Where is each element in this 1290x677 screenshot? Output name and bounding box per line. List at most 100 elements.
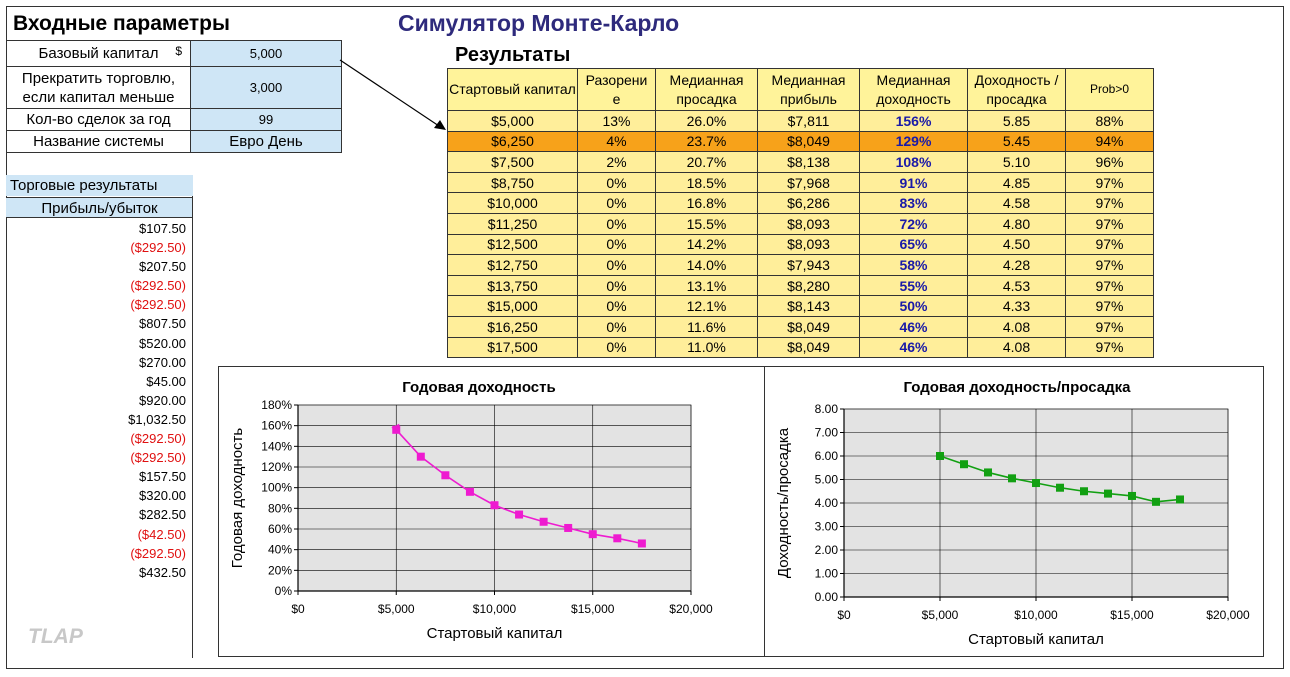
trade-result-item: $520.00 [139,335,186,351]
trade-result-item: $207.50 [139,259,186,275]
results-cell: 4.28 [967,254,1066,276]
results-cell: 0% [577,233,656,256]
chart-title: Годовая доходность/просадка [904,379,1132,396]
data-point [960,460,968,469]
results-cell: 15.5% [655,212,758,235]
results-cell: 94% [1065,130,1154,153]
results-cell: $11,250 [447,212,578,235]
results-cell: $16,250 [447,315,578,338]
x-axis-label: Стартовый капитал [427,625,563,642]
results-cell: $7,968 [757,171,860,194]
results-row[interactable]: $7,500 2% 20.7% $8,138 108% 5.10 96% [447,151,1154,173]
data-point [1176,495,1184,504]
results-cell: 0% [577,274,656,297]
results-row[interactable]: $15,000 0% 12.1% $8,143 50% 4.33 97% [447,295,1154,317]
trade-result-item: ($292.50) [130,450,186,466]
window-frame [6,6,1284,669]
y-tick-label: 20% [268,563,292,577]
results-row[interactable]: $17,500 0% 11.0% $8,049 46% 4.08 97% [447,336,1154,359]
header-median-drawdown: Медианная просадка [655,68,758,111]
results-cell: 46% [859,315,968,338]
input-label-system-name: Название системы [6,130,191,153]
y-tick-label: 0.00 [815,590,839,604]
trades-divider [192,196,193,658]
results-cell: 0% [577,192,656,214]
results-row[interactable]: $5,000 13% 26.0% $7,811 156% 5.85 88% [447,110,1154,132]
trade-result-item: ($292.50) [130,545,186,561]
inputs-title: Входные параметры [13,12,230,35]
results-cell: 0% [577,171,656,194]
trade-result-item: $270.00 [139,354,186,370]
results-cell: $8,093 [757,233,860,256]
results-row[interactable]: $11,250 0% 15.5% $8,093 72% 4.80 97% [447,212,1154,235]
data-point [1104,489,1112,498]
trade-result-item: $282.50 [139,507,186,523]
results-cell: 11.0% [655,336,758,359]
y-tick-label: 3.00 [815,520,839,534]
trades-per-year-input[interactable]: 99 [190,108,342,131]
x-tick-label: $0 [837,608,851,622]
results-cell: 65% [859,233,968,256]
x-tick-label: $0 [291,602,305,616]
data-point [613,534,622,543]
results-cell: 18.5% [655,171,758,194]
results-cell: 14.0% [655,254,758,276]
trade-result-item: $432.50 [139,564,186,580]
results-cell: $8,049 [757,315,860,338]
results-cell: 4.08 [967,315,1066,338]
results-row[interactable]: $16,250 0% 11.6% $8,049 46% 4.08 97% [447,315,1154,338]
base-capital-input[interactable]: 5,000 [190,40,342,67]
results-row[interactable]: $12,750 0% 14.0% $7,943 58% 4.28 97% [447,254,1154,276]
results-cell: 0% [577,295,656,317]
results-row[interactable]: $10,000 0% 16.8% $6,286 83% 4.58 97% [447,192,1154,214]
results-cell: 4.85 [967,171,1066,194]
results-cell: $15,000 [447,295,578,317]
trade-result-item: $45.00 [146,373,186,389]
results-cell: 4.33 [967,295,1066,317]
y-tick-label: 140% [261,439,292,453]
stop-trading-input[interactable]: 3,000 [190,66,342,109]
results-cell: 97% [1065,171,1154,194]
data-point [984,468,992,477]
results-cell: 23.7% [655,130,758,153]
trades-header: Прибыль/убыток [6,197,193,218]
results-cell: $12,500 [447,233,578,256]
results-row[interactable]: $6,250 4% 23.7% $8,049 129% 5.45 94% [447,130,1154,153]
results-cell: 58% [859,254,968,276]
arrow-icon [339,59,446,130]
x-tick-label: $20,000 [669,602,713,616]
inputs-table: Базовый капитал $ 5,000 Прекратить торго… [6,40,342,153]
system-name-input[interactable]: Евро День [190,130,342,153]
y-tick-label: 2.00 [815,543,839,557]
results-cell: 4.53 [967,274,1066,297]
results-cell: 97% [1065,274,1154,297]
data-point [564,523,573,532]
data-point [441,471,450,480]
results-cell: $10,000 [447,192,578,214]
results-cell: 97% [1065,212,1154,235]
trade-result-item: ($292.50) [130,278,186,294]
results-cell: $8,049 [757,130,860,153]
results-cell: 20.7% [655,151,758,173]
results-cell: 14.2% [655,233,758,256]
header-return-drawdown: Доходность /просадка [967,68,1066,111]
header-start-capital: Стартовый капитал [447,68,578,111]
results-cell: $5,000 [447,110,578,132]
data-point [1032,479,1040,488]
trades-list: $107.50 ($292.50) $207.50 ($292.50) ($292.50… [6,219,186,582]
data-point [416,452,425,461]
results-cell: 97% [1065,295,1154,317]
results-cell: 11.6% [655,315,758,338]
results-cell: 0% [577,254,656,276]
currency-symbol: $ [175,44,182,58]
results-row[interactable]: $12,500 0% 14.2% $8,093 65% 4.50 97% [447,233,1154,256]
results-row[interactable]: $8,750 0% 18.5% $7,968 91% 4.85 97% [447,171,1154,194]
results-row[interactable]: $13,750 0% 13.1% $8,280 55% 4.53 97% [447,274,1154,297]
chart-title: Годовая доходность [402,379,555,396]
y-tick-label: 100% [261,481,292,495]
results-cell: 46% [859,336,968,359]
results-cell: 88% [1065,110,1154,132]
results-cell: 91% [859,171,968,194]
data-point [1008,474,1016,483]
results-cell: 12.1% [655,295,758,317]
